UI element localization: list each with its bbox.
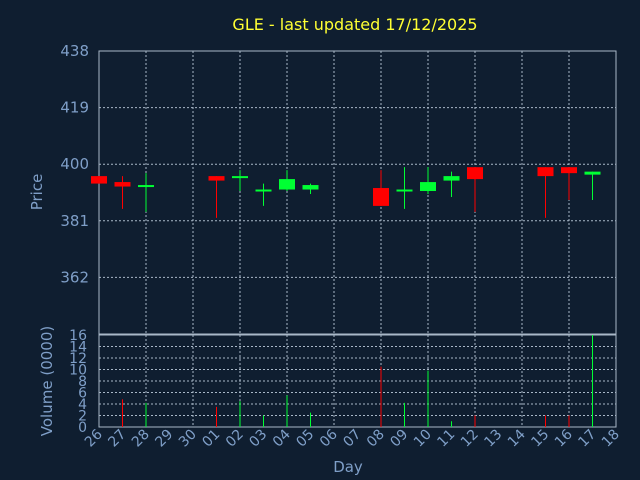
candle-body: [91, 176, 107, 184]
volume-tick-label: 12: [69, 351, 87, 367]
volume-tick-label: 2: [78, 409, 87, 425]
volume-tick-label: 10: [69, 363, 87, 379]
day-tick-label: 02: [223, 427, 247, 451]
candle-body: [208, 176, 225, 181]
price-tick-label: 362: [60, 268, 89, 286]
volume-tick-label: 0: [78, 420, 87, 436]
candle-body: [396, 189, 413, 192]
price-tick-label: 381: [60, 212, 89, 230]
day-tick-label: 04: [270, 426, 294, 450]
day-tick-label: 27: [105, 427, 129, 451]
day-tick-label: 28: [129, 427, 153, 451]
day-tick-label: 16: [552, 426, 576, 450]
price-tick-label: 400: [60, 155, 89, 173]
day-tick-label: 13: [481, 427, 505, 451]
candle-body: [114, 182, 131, 187]
day-tick-label: 06: [317, 426, 341, 450]
day-tick-label: 08: [364, 427, 388, 451]
volume-tick-label: 8: [78, 374, 87, 390]
volume-tick-label: 6: [78, 386, 87, 402]
day-tick-label: 11: [434, 427, 458, 451]
day-tick-label: 09: [387, 427, 411, 451]
candle-body: [584, 171, 601, 175]
volume-axis-label: Volume (0000): [38, 326, 56, 436]
day-tick-label: 17: [575, 427, 599, 451]
candle-body: [279, 179, 295, 190]
day-tick-label: 12: [458, 427, 482, 451]
candle-body: [255, 189, 272, 192]
candle-body: [420, 182, 436, 192]
day-axis-label: Day: [333, 458, 363, 476]
price-tick-label: 419: [60, 99, 89, 117]
day-tick-label: 29: [152, 427, 176, 451]
day-tick-label: 14: [505, 426, 529, 450]
volume-tick-label: 4: [78, 397, 87, 413]
day-tick-label: 30: [176, 427, 200, 451]
candle-body: [232, 176, 248, 179]
candle-body: [302, 185, 319, 190]
price-panel-frame: [98, 50, 617, 335]
day-tick-label: 01: [199, 427, 223, 451]
day-tick-label: 03: [246, 427, 270, 451]
candle-body: [443, 176, 460, 181]
candle-body: [138, 185, 154, 188]
candle-body: [467, 167, 483, 180]
day-tick-label: 05: [293, 427, 317, 451]
candle-body: [537, 167, 554, 177]
day-axis: 26 27 28 29 30 01 02 03 04 05 06 07 08 09 10 11 12 13 14 15…: [82, 426, 623, 450]
day-tick-label: 15: [528, 427, 552, 451]
volume-tick-label: 14: [69, 340, 87, 356]
candle-body: [561, 167, 577, 174]
candle-body: [373, 188, 389, 206]
price-axis-label: Price: [28, 174, 46, 211]
day-tick-label: 18: [599, 427, 623, 451]
day-tick-label: 07: [340, 427, 364, 451]
price-tick-label: 438: [60, 42, 89, 60]
chart-title: GLE - last updated 17/12/2025: [232, 15, 477, 34]
price-panel: 438 419 400 381 362: [60, 42, 617, 335]
volume-tick-label: 16: [69, 328, 87, 344]
day-tick-label: 10: [411, 427, 435, 451]
